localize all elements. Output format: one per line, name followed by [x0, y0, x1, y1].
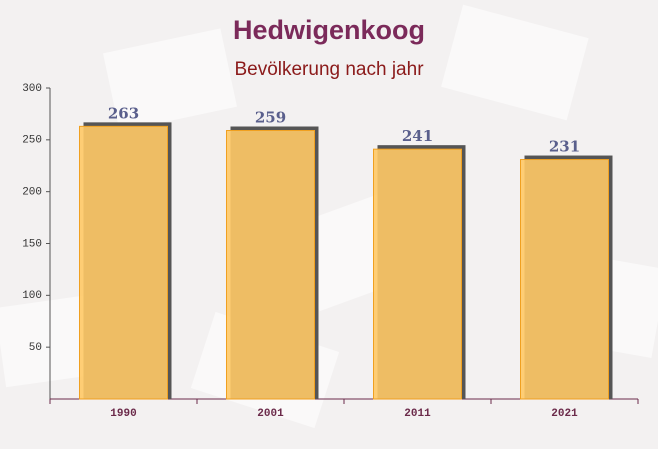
chart-subtitle: Bevölkerung nach jahr	[234, 59, 424, 80]
x-tick-label: 2001	[257, 408, 284, 420]
y-tick-label: 200	[22, 187, 42, 199]
bar	[520, 159, 609, 400]
x-tick-label: 2021	[551, 408, 578, 420]
bar	[79, 125, 168, 400]
y-tick-label: 50	[29, 342, 42, 354]
bar	[373, 148, 462, 400]
x-tick-label: 1990	[110, 408, 136, 420]
value-label: 259	[255, 109, 286, 127]
y-tick-label: 300	[22, 83, 42, 95]
y-tick-label: 150	[22, 238, 42, 250]
chart-title: Hedwigenkoog	[233, 15, 425, 45]
y-tick-label: 250	[22, 135, 42, 147]
bar	[226, 130, 315, 400]
value-label: 263	[108, 104, 139, 122]
value-label: 231	[549, 138, 580, 156]
y-tick-label: 100	[22, 290, 42, 302]
x-tick-label: 2011	[404, 408, 431, 420]
value-label: 241	[402, 127, 433, 145]
